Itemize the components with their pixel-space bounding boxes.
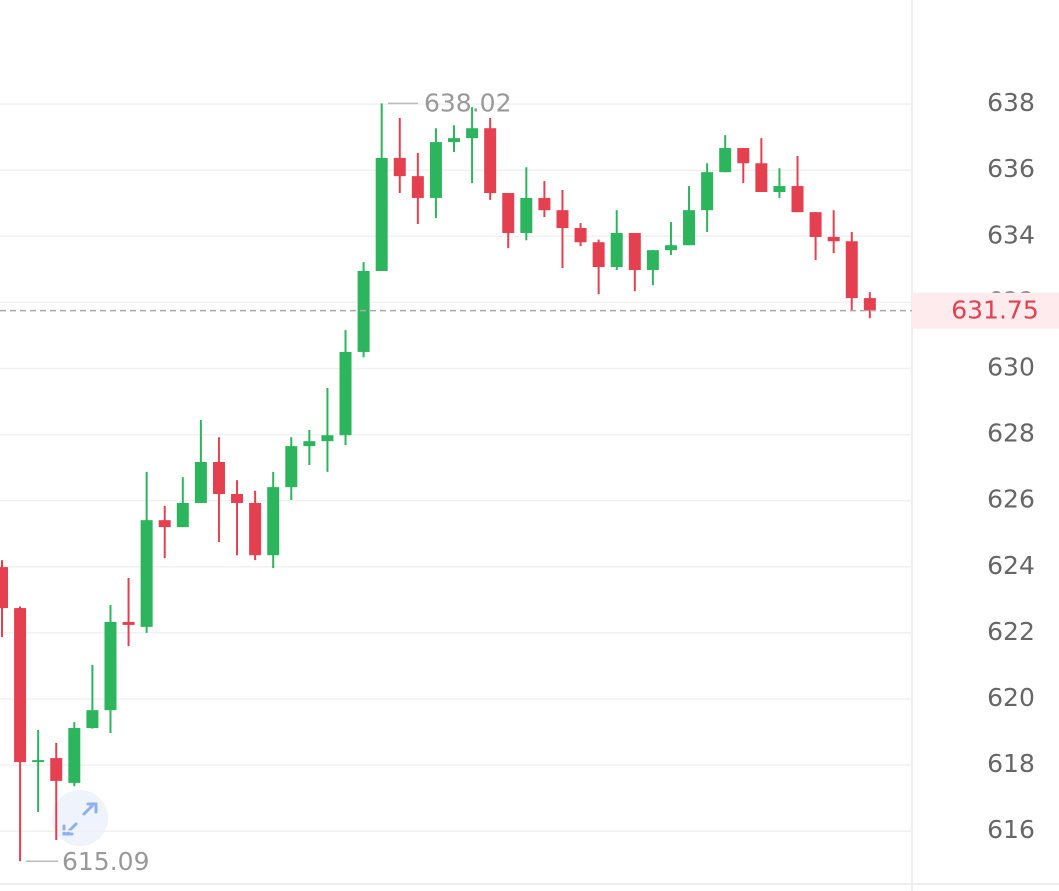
candle-body (176, 502, 189, 528)
candle-body (466, 128, 479, 139)
candle-body (194, 461, 207, 503)
y-tick-label: 624 (987, 551, 1035, 580)
low-marker-label: 615.09 (62, 847, 149, 876)
y-tick-label: 630 (987, 352, 1035, 381)
high-marker-label: 638.02 (424, 88, 511, 117)
candle-body (755, 163, 768, 193)
candle-body (827, 236, 840, 242)
candle-body (212, 461, 225, 495)
candle-body (484, 128, 497, 193)
candle-body (429, 142, 442, 198)
candle-body (393, 157, 406, 177)
candle-body (231, 494, 244, 503)
y-tick-label: 628 (987, 419, 1035, 448)
candle-body (737, 148, 750, 164)
candle-body (845, 241, 858, 299)
candle-body (791, 186, 804, 213)
candle-body (520, 197, 533, 233)
y-tick-label: 638 (987, 88, 1035, 117)
candle-body (0, 567, 8, 609)
candle-body (86, 710, 99, 729)
candle-body (701, 172, 714, 211)
candle-body (267, 487, 280, 556)
candle-body (664, 245, 677, 251)
candle-body (249, 502, 262, 556)
candle-body (809, 212, 822, 237)
y-tick-label: 618 (987, 749, 1035, 778)
y-tick-label: 636 (987, 154, 1035, 183)
y-tick-label: 620 (987, 683, 1035, 712)
candle-body (863, 298, 876, 311)
last-price-bg (912, 292, 1059, 329)
candle-body (719, 148, 732, 173)
y-tick-label: 622 (987, 617, 1035, 646)
candle-body (321, 435, 334, 442)
expand-button[interactable] (52, 790, 108, 846)
candle-body (285, 446, 298, 488)
candle-body (448, 138, 460, 143)
candle-body (122, 621, 135, 625)
candle-body (140, 520, 153, 627)
candle-body (538, 197, 551, 211)
candle-body (50, 758, 63, 781)
candle-body (556, 210, 569, 229)
candle-body (646, 250, 659, 270)
candle-body (628, 232, 641, 270)
candle-body (683, 210, 696, 246)
candle-body (592, 242, 605, 268)
candle-body (375, 157, 388, 271)
candle-body (610, 232, 623, 268)
candle-body (574, 228, 587, 243)
candle-body (32, 760, 45, 763)
candle-body (104, 621, 117, 711)
candle-body (14, 608, 27, 763)
candle-body (773, 186, 786, 193)
y-tick-label: 616 (987, 815, 1035, 844)
candle-body (411, 176, 424, 198)
y-tick-label: 626 (987, 485, 1035, 514)
candle-body (68, 728, 81, 783)
candle-body (303, 441, 316, 447)
candle-body (158, 520, 171, 528)
last-price-label: 631.75 (951, 296, 1038, 325)
candle-body (357, 270, 370, 352)
y-tick-label: 634 (987, 220, 1035, 249)
candle-body (339, 351, 352, 436)
candle-body (502, 192, 515, 233)
